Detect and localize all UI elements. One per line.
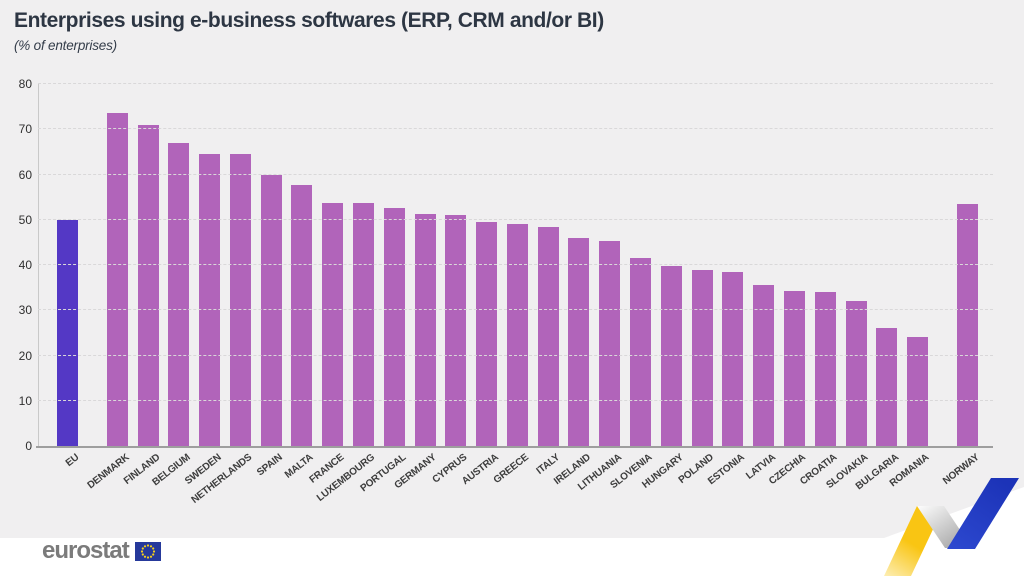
gridline-10 (38, 399, 993, 401)
bar-france: FRANCE (308, 84, 348, 486)
eurostat-logo-text: eurostat (42, 537, 130, 564)
bar-rect (383, 208, 405, 446)
bar-rect (691, 270, 713, 446)
bar-slovakia: SLOVAKIA (824, 84, 872, 491)
bar-finland: FINLAND (122, 84, 164, 487)
bar-series: EU DENMARK FINLAND BELGIUM SWEDEN NETHERLANDS… (52, 84, 983, 506)
bar-rect (229, 154, 251, 446)
bar-netherlands: NETHERLANDS (190, 84, 256, 506)
bar-greece: GREECE (492, 84, 533, 486)
y-axis-tick-label: 60 (18, 167, 32, 182)
bar-rect (168, 142, 190, 446)
bar-bulgaria: BULGARIA (853, 84, 902, 492)
bar-rect (907, 336, 929, 446)
bar-rect (199, 154, 221, 446)
y-axis-tick-label: 30 (18, 303, 32, 318)
y-axis-tick-label: 70 (18, 122, 32, 137)
bar-spain: SPAIN (255, 84, 287, 478)
gridline-70 (38, 128, 993, 130)
bar-czechia: CZECHIA (768, 84, 810, 487)
gridline-20 (38, 354, 993, 356)
bar-rect (476, 221, 498, 446)
bar-rect (322, 202, 344, 446)
bar-portugal: PORTUGAL (358, 84, 410, 494)
y-axis-tick-label: 80 (18, 77, 32, 91)
bar-norway: NORWAY (941, 84, 983, 487)
chart-subtitle: (% of enterprises) (14, 38, 117, 53)
bar-rect (506, 224, 528, 446)
eu-flag-icon (134, 541, 161, 561)
bar-estonia: ESTONIA (706, 84, 749, 487)
bar-germany: GERMANY (393, 84, 441, 491)
bar-rect (845, 301, 867, 446)
bar-hungary: HUNGARY (640, 84, 687, 491)
zigzag-trend-decoration-icon (884, 478, 1019, 576)
bar-croatia: CROATIA (798, 84, 841, 487)
gridline-80 (38, 83, 993, 84)
bar-romania: ROMANIA (888, 84, 933, 489)
deco-blue-band (947, 478, 1019, 549)
gridline-50 (38, 218, 993, 220)
bar-rect (260, 175, 282, 446)
bar-rect (56, 219, 78, 446)
bar-poland: POLAND (677, 84, 718, 486)
bar-rect (291, 184, 313, 446)
bar-rect (956, 203, 978, 446)
bar-rect (814, 291, 836, 446)
bar-rect (876, 328, 898, 446)
bar-latvia: LATVIA (744, 84, 779, 482)
bar-ireland: IRELAND (552, 84, 595, 487)
bar-rect (599, 241, 621, 446)
bar-rect (660, 265, 682, 446)
bar-luxembourg: LUXEMBOURG (315, 84, 379, 504)
y-axis-tick-label: 50 (18, 212, 32, 227)
bar-rect (783, 291, 805, 446)
bar-lithuania: LITHUANIA (576, 84, 625, 493)
bar-malta: MALTA (283, 84, 318, 481)
bar-rect (722, 271, 744, 446)
bar-rect (353, 202, 375, 446)
bar-rect (137, 124, 159, 446)
bar-rect (445, 214, 467, 446)
bar-rect (537, 226, 559, 446)
bar-austria: AUSTRIA (460, 84, 502, 487)
gridline-60 (38, 173, 993, 175)
plot-area: EU DENMARK FINLAND BELGIUM SWEDEN NETHERLANDS… (19, 78, 993, 506)
bar-sweden: SWEDEN (183, 84, 225, 487)
bar-rect (414, 214, 436, 446)
bar-denmark: DENMARK (85, 84, 133, 491)
bar-rect (106, 113, 128, 446)
y-axis-line (38, 84, 39, 446)
y-axis-tick-label: 10 (18, 393, 32, 408)
y-axis-tick-label: 20 (18, 348, 32, 363)
gridline-40 (38, 264, 993, 265)
bar-italy: ITALY (533, 84, 564, 477)
bar-rect (630, 258, 652, 446)
y-axis-tick-label: 40 (18, 258, 32, 272)
gridline-30 (38, 309, 993, 311)
bar-cyprus: CYPRUS (431, 84, 471, 486)
eu-flag-stars (140, 543, 155, 559)
eurostat-logo: eurostat (42, 538, 161, 564)
bar-rect (568, 237, 590, 446)
bar-slovenia: SLOVENIA (609, 84, 656, 491)
chart-title: Enterprises using e-business softwares (… (14, 9, 604, 32)
bar-rect (753, 284, 775, 446)
bar-eu: EU (52, 84, 83, 469)
y-axis-tick-label: 0 (25, 439, 32, 453)
bar-belgium: BELGIUM (151, 84, 194, 488)
x-axis-line (36, 446, 993, 448)
